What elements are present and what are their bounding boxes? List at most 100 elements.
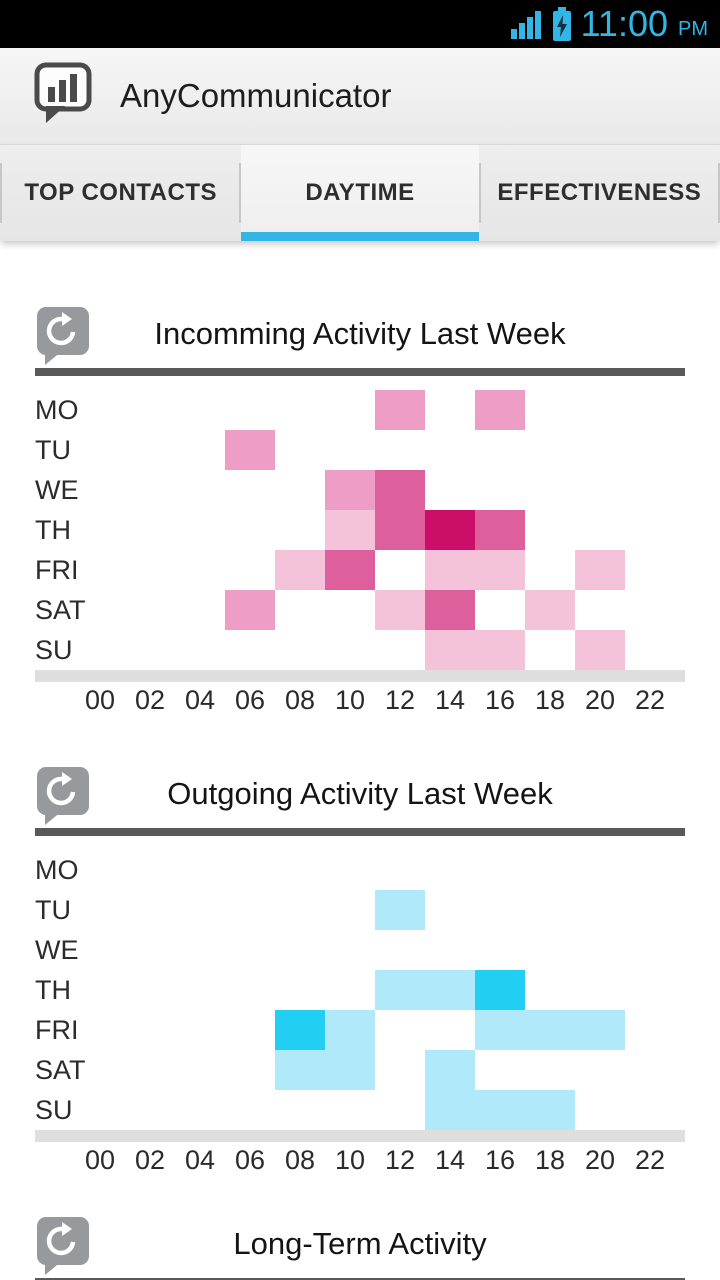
axis-baseline <box>35 1130 685 1142</box>
heatmap-row: WE <box>0 470 720 510</box>
tab-divider <box>717 163 720 223</box>
tab-divider <box>478 163 481 223</box>
heatmap-cell <box>225 430 275 470</box>
heatmap-row: MO <box>0 850 720 890</box>
heatmap-row: MO <box>0 390 720 430</box>
day-label: FRI <box>35 555 79 585</box>
section-title: Long-Term Activity <box>233 1226 487 1261</box>
heatmap-row: SU <box>0 1090 720 1130</box>
section-title: Incomming Activity Last Week <box>154 316 566 351</box>
heatmap-cell <box>375 590 425 630</box>
heatmap-cell <box>375 890 425 930</box>
heatmap-cell <box>425 1090 475 1130</box>
day-label: WE <box>35 935 79 965</box>
heatmap-cell <box>525 1010 575 1050</box>
long-term-activity-section: Long-Term Activity <box>0 1215 720 1280</box>
heatmap-cell <box>425 1050 475 1090</box>
selected-tab-underline <box>241 232 479 241</box>
hour-label: 14 <box>434 685 466 715</box>
heatmap-cell <box>475 550 525 590</box>
axis-baseline <box>35 670 685 682</box>
outgoing-activity-section: Outgoing Activity Last Week MO TU WE TH FRI S… <box>0 765 720 1176</box>
tab-label: EFFECTIVENESS <box>497 179 702 206</box>
heatmap-cell <box>325 1010 375 1050</box>
heatmap-cell <box>325 470 375 510</box>
hour-label: 02 <box>134 1145 166 1175</box>
day-label: TU <box>35 895 71 925</box>
heatmap-cell <box>425 590 475 630</box>
activity-history-icon <box>35 305 91 372</box>
heatmap-cell <box>425 550 475 590</box>
app-title: AnyCommunicator <box>120 77 392 114</box>
heatmap-grid <box>75 550 675 590</box>
day-label: MO <box>35 395 79 425</box>
hour-label: 00 <box>84 1145 116 1175</box>
hour-label: 22 <box>634 685 666 715</box>
hour-label: 16 <box>484 685 516 715</box>
day-label: FRI <box>35 1015 79 1045</box>
heatmap-grid <box>75 590 675 630</box>
hour-label: 04 <box>184 1145 216 1175</box>
heatmap-cell <box>425 970 475 1010</box>
section-header: Incomming Activity Last Week <box>0 305 720 365</box>
status-clock: 11:00 <box>580 3 668 44</box>
day-label: WE <box>35 475 79 505</box>
day-label: SU <box>35 635 73 665</box>
app-icon <box>34 62 92 131</box>
heatmap-cell <box>525 1090 575 1130</box>
heatmap-cell <box>425 630 475 670</box>
heatmap-grid <box>75 1010 675 1050</box>
tab-daytime[interactable]: DAYTIME <box>241 145 479 241</box>
heatmap-cell <box>275 1010 325 1050</box>
hour-label: 06 <box>234 685 266 715</box>
heatmap-cell <box>275 1050 325 1090</box>
heatmap-grid <box>75 390 675 430</box>
incoming-heatmap: MO TU WE TH FRI SAT SU 00 02 04 06 08 10 12 14 16 18 20 22 <box>0 390 720 716</box>
heatmap-row: SAT <box>0 1050 720 1090</box>
heatmap-cell <box>525 590 575 630</box>
heatmap-row: TU <box>0 890 720 930</box>
hour-label: 12 <box>384 685 416 715</box>
hour-label: 08 <box>284 1145 316 1175</box>
heatmap-row: TU <box>0 430 720 470</box>
heatmap-grid <box>75 430 675 470</box>
heatmap-cell <box>475 630 525 670</box>
incoming-activity-section: Incomming Activity Last Week MO TU WE TH FRI… <box>0 305 720 716</box>
tab-label: DAYTIME <box>305 179 415 206</box>
tab-divider <box>0 163 2 223</box>
hour-axis: 00 02 04 06 08 10 12 14 16 18 20 22 <box>75 682 675 716</box>
activity-history-icon <box>35 1215 91 1280</box>
day-label: SU <box>35 1095 73 1125</box>
heatmap-cell <box>575 550 625 590</box>
day-label: TH <box>35 975 71 1005</box>
section-title: Outgoing Activity Last Week <box>167 776 553 811</box>
hour-label: 10 <box>334 1145 366 1175</box>
heatmap-cell <box>475 970 525 1010</box>
section-divider <box>35 1278 685 1280</box>
tab-divider <box>239 163 242 223</box>
status-clock-period: PM <box>678 17 708 40</box>
heatmap-row: TH <box>0 970 720 1010</box>
heatmap-cell <box>375 510 425 550</box>
heatmap-grid <box>75 470 675 510</box>
outgoing-heatmap: MO TU WE TH FRI SAT SU 00 02 04 06 08 10 12 14 16 18 20 22 <box>0 850 720 1176</box>
heatmap-grid <box>75 630 675 670</box>
signal-strength-icon <box>509 7 543 41</box>
hour-label: 04 <box>184 685 216 715</box>
tab-top-contacts[interactable]: TOP CONTACTS <box>2 145 239 241</box>
action-bar: AnyCommunicator <box>0 48 720 145</box>
hour-label: 02 <box>134 685 166 715</box>
tab-label: TOP CONTACTS <box>24 179 217 206</box>
day-label: TH <box>35 515 71 545</box>
tab-effectiveness[interactable]: EFFECTIVENESS <box>481 145 718 241</box>
heatmap-cell <box>325 550 375 590</box>
heatmap-cell <box>375 970 425 1010</box>
section-header: Outgoing Activity Last Week <box>0 765 720 825</box>
day-label: MO <box>35 855 79 885</box>
content-scroll-area[interactable]: Incomming Activity Last Week MO TU WE TH FRI… <box>0 241 720 1280</box>
heatmap-row: SU <box>0 630 720 670</box>
heatmap-row: FRI <box>0 550 720 590</box>
heatmap-grid <box>75 1090 675 1130</box>
heatmap-grid <box>75 510 675 550</box>
